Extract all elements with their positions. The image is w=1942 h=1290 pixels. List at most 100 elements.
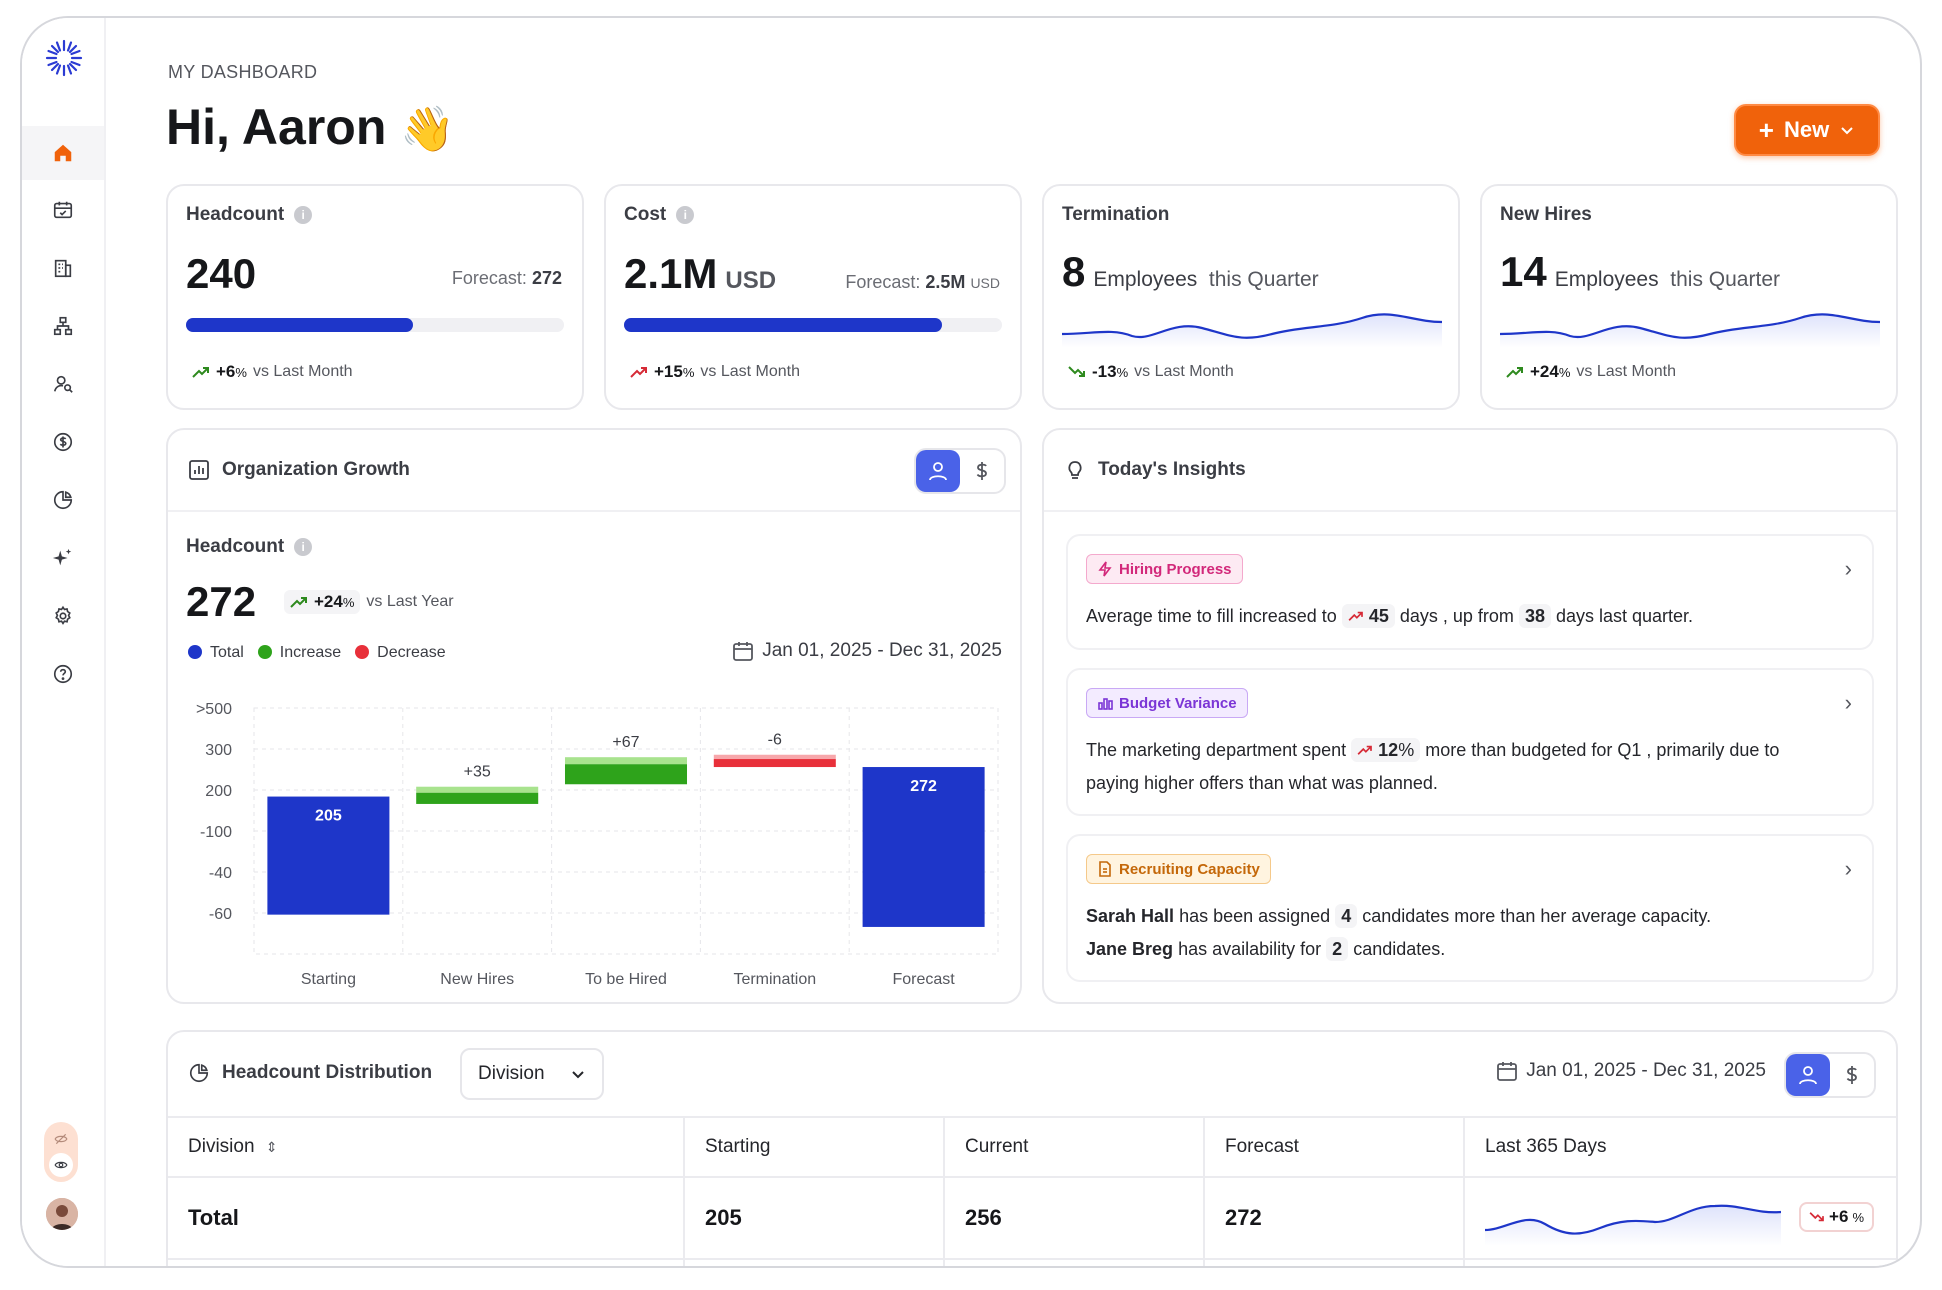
sidebar-item-help[interactable]: [22, 647, 104, 701]
sort-icon[interactable]: ⇕: [265, 1139, 278, 1155]
eye-icon[interactable]: [49, 1153, 73, 1177]
avatar[interactable]: [46, 1198, 78, 1230]
y-tick-label: -40: [209, 865, 232, 882]
table-row[interactable]: Total 205 256 272 +6%: [168, 1177, 1896, 1260]
sidebar-item-company[interactable]: [22, 241, 104, 295]
insight-badge: Recruiting Capacity: [1086, 854, 1271, 884]
sidebar: [22, 18, 106, 1266]
main-content: MY DASHBOARD Hi, Aaron 👋 + New Headcount…: [106, 18, 1920, 1266]
lightning-icon: [1098, 561, 1112, 577]
x-category-label: Forecast: [892, 971, 955, 988]
section-header: Organization Growth: [168, 430, 1020, 512]
chevron-down-icon: [572, 1071, 584, 1079]
table-row[interactable]: [168, 1259, 1896, 1266]
value-chip: 12%: [1351, 738, 1421, 762]
home-icon: [54, 144, 72, 162]
building-icon: [54, 259, 72, 278]
brand-logo-icon[interactable]: [44, 38, 84, 78]
bar-forecast: [862, 767, 985, 927]
bar-chart-icon: [189, 460, 209, 480]
trend-up-icon: [1506, 367, 1523, 378]
sidebar-item-ai[interactable]: [22, 531, 104, 585]
x-category-label: New Hires: [440, 971, 514, 988]
bar-starting: [267, 796, 390, 915]
bar-chart-icon: [1098, 698, 1113, 710]
trend-indicator: +24% vs Last Month: [1506, 362, 1676, 382]
info-icon[interactable]: i: [294, 206, 313, 224]
insight-text: Average time to fill increased to 45 day…: [1086, 604, 1694, 628]
view-toggle-people[interactable]: [1786, 1054, 1830, 1096]
bar-to-be-hired: [564, 764, 688, 785]
section-title: Organization Growth: [222, 459, 410, 480]
waterfall-chart: >500 300 200 -100 -40 -60 205 Starting +35 New Hi…: [196, 701, 999, 988]
view-toggle-people[interactable]: [916, 450, 960, 492]
sidebar-item-reports[interactable]: [22, 473, 104, 527]
progress-bar-fill: [186, 318, 413, 332]
view-toggle-cost[interactable]: [960, 450, 1004, 492]
column-header-current: Current: [944, 1116, 1205, 1178]
organization-growth-card: Organization Growth Headcount i 272 +24% …: [166, 428, 1022, 1004]
bar-value-label: 272: [910, 778, 937, 795]
trend-badge: +6%: [1799, 1202, 1874, 1232]
chevron-right-icon[interactable]: ›: [1844, 856, 1852, 881]
document-icon: [1099, 861, 1111, 877]
info-icon[interactable]: i: [676, 206, 695, 224]
trend-up-icon: [630, 367, 647, 378]
headcount-kpi-card[interactable]: Headcount i 240 Forecast: 272 +6% vs Last…: [166, 184, 584, 410]
sidebar-item-calendar[interactable]: [22, 183, 104, 237]
info-icon[interactable]: i: [294, 538, 313, 556]
user-icon: [929, 462, 947, 481]
chevron-right-icon[interactable]: ›: [1844, 690, 1852, 715]
progress-bar-fill: [624, 318, 942, 332]
metric-value: 272: [186, 578, 257, 625]
view-toggle[interactable]: [1784, 1052, 1876, 1098]
trend-up-icon: [1357, 745, 1373, 755]
kpi-value: 240: [186, 250, 257, 297]
cell-starting: 205: [684, 1177, 945, 1260]
date-range-picker[interactable]: Jan 01, 2025 - Dec 31, 2025: [1496, 1060, 1766, 1082]
wave-emoji-icon: 👋: [400, 105, 456, 154]
chevron-right-icon[interactable]: ›: [1844, 556, 1852, 581]
bar-cap-new-hires: [416, 786, 539, 793]
insight-text: The marketing department spent 12% more …: [1086, 738, 1780, 793]
sidebar-item-home[interactable]: [22, 126, 104, 180]
view-toggle[interactable]: [914, 448, 1006, 494]
termination-kpi-card[interactable]: Termination 8 Employees this Quarter -13%…: [1042, 184, 1460, 410]
x-category-label: Termination: [733, 971, 816, 988]
sidebar-item-org-chart[interactable]: [22, 299, 104, 353]
help-circle-icon: [53, 664, 73, 684]
trend-down-icon: [1809, 1212, 1824, 1222]
chevron-down-icon: [1841, 127, 1853, 135]
privacy-toggle[interactable]: [44, 1122, 78, 1182]
insight-budget-variance[interactable]: Budget Variance › The marketing departme…: [1066, 668, 1874, 816]
cost-kpi-card[interactable]: Cost i 2.1M USD Forecast: 2.5M USD +15% vs…: [604, 184, 1022, 410]
view-toggle-cost[interactable]: [1830, 1054, 1874, 1096]
new-hires-sparkline: [1500, 313, 1880, 348]
kpi-title: Cost: [624, 204, 667, 225]
kpi-value: 8 Employees this Quarter: [1062, 248, 1319, 295]
bar-cap-termination: [713, 754, 836, 760]
distribution-table: Division ⇕ Starting Current Forecast Las…: [168, 1116, 1896, 1266]
new-hires-kpi-card[interactable]: New Hires 14 Employees this Quarter +24% …: [1480, 184, 1898, 410]
bar-value-label: +67: [612, 734, 639, 751]
insight-recruiting-capacity[interactable]: Recruiting Capacity › Sarah Hall has bee…: [1066, 834, 1874, 982]
eye-off-icon[interactable]: [49, 1127, 73, 1151]
sidebar-item-settings[interactable]: [22, 589, 104, 643]
progress-bar: [624, 318, 1002, 332]
cell-current: 256: [944, 1177, 1205, 1260]
sidebar-item-recruiting[interactable]: [22, 357, 104, 411]
sidebar-item-compensation[interactable]: [22, 415, 104, 469]
date-range-picker[interactable]: Jan 01, 2025 - Dec 31, 2025: [732, 640, 1002, 662]
forecast-label: Forecast: 272: [451, 268, 562, 288]
column-header-last-365-days: Last 365 Days: [1464, 1116, 1896, 1178]
column-header-division[interactable]: Division ⇕: [168, 1116, 685, 1178]
insight-hiring-progress[interactable]: Hiring Progress › Average time to fill i…: [1066, 534, 1874, 650]
app-window: MY DASHBOARD Hi, Aaron 👋 + New Headcount…: [20, 16, 1922, 1268]
group-by-select[interactable]: Division: [460, 1048, 604, 1100]
section-title: Today's Insights: [1098, 459, 1246, 480]
trend-indicator: -13% vs Last Month: [1068, 362, 1234, 382]
headcount-distribution-card: Headcount Distribution Division Jan 01, …: [166, 1030, 1898, 1266]
bar-new-hires: [416, 792, 539, 804]
trend-indicator: +24% vs Last Year: [284, 590, 454, 614]
new-button[interactable]: + New: [1734, 104, 1880, 156]
